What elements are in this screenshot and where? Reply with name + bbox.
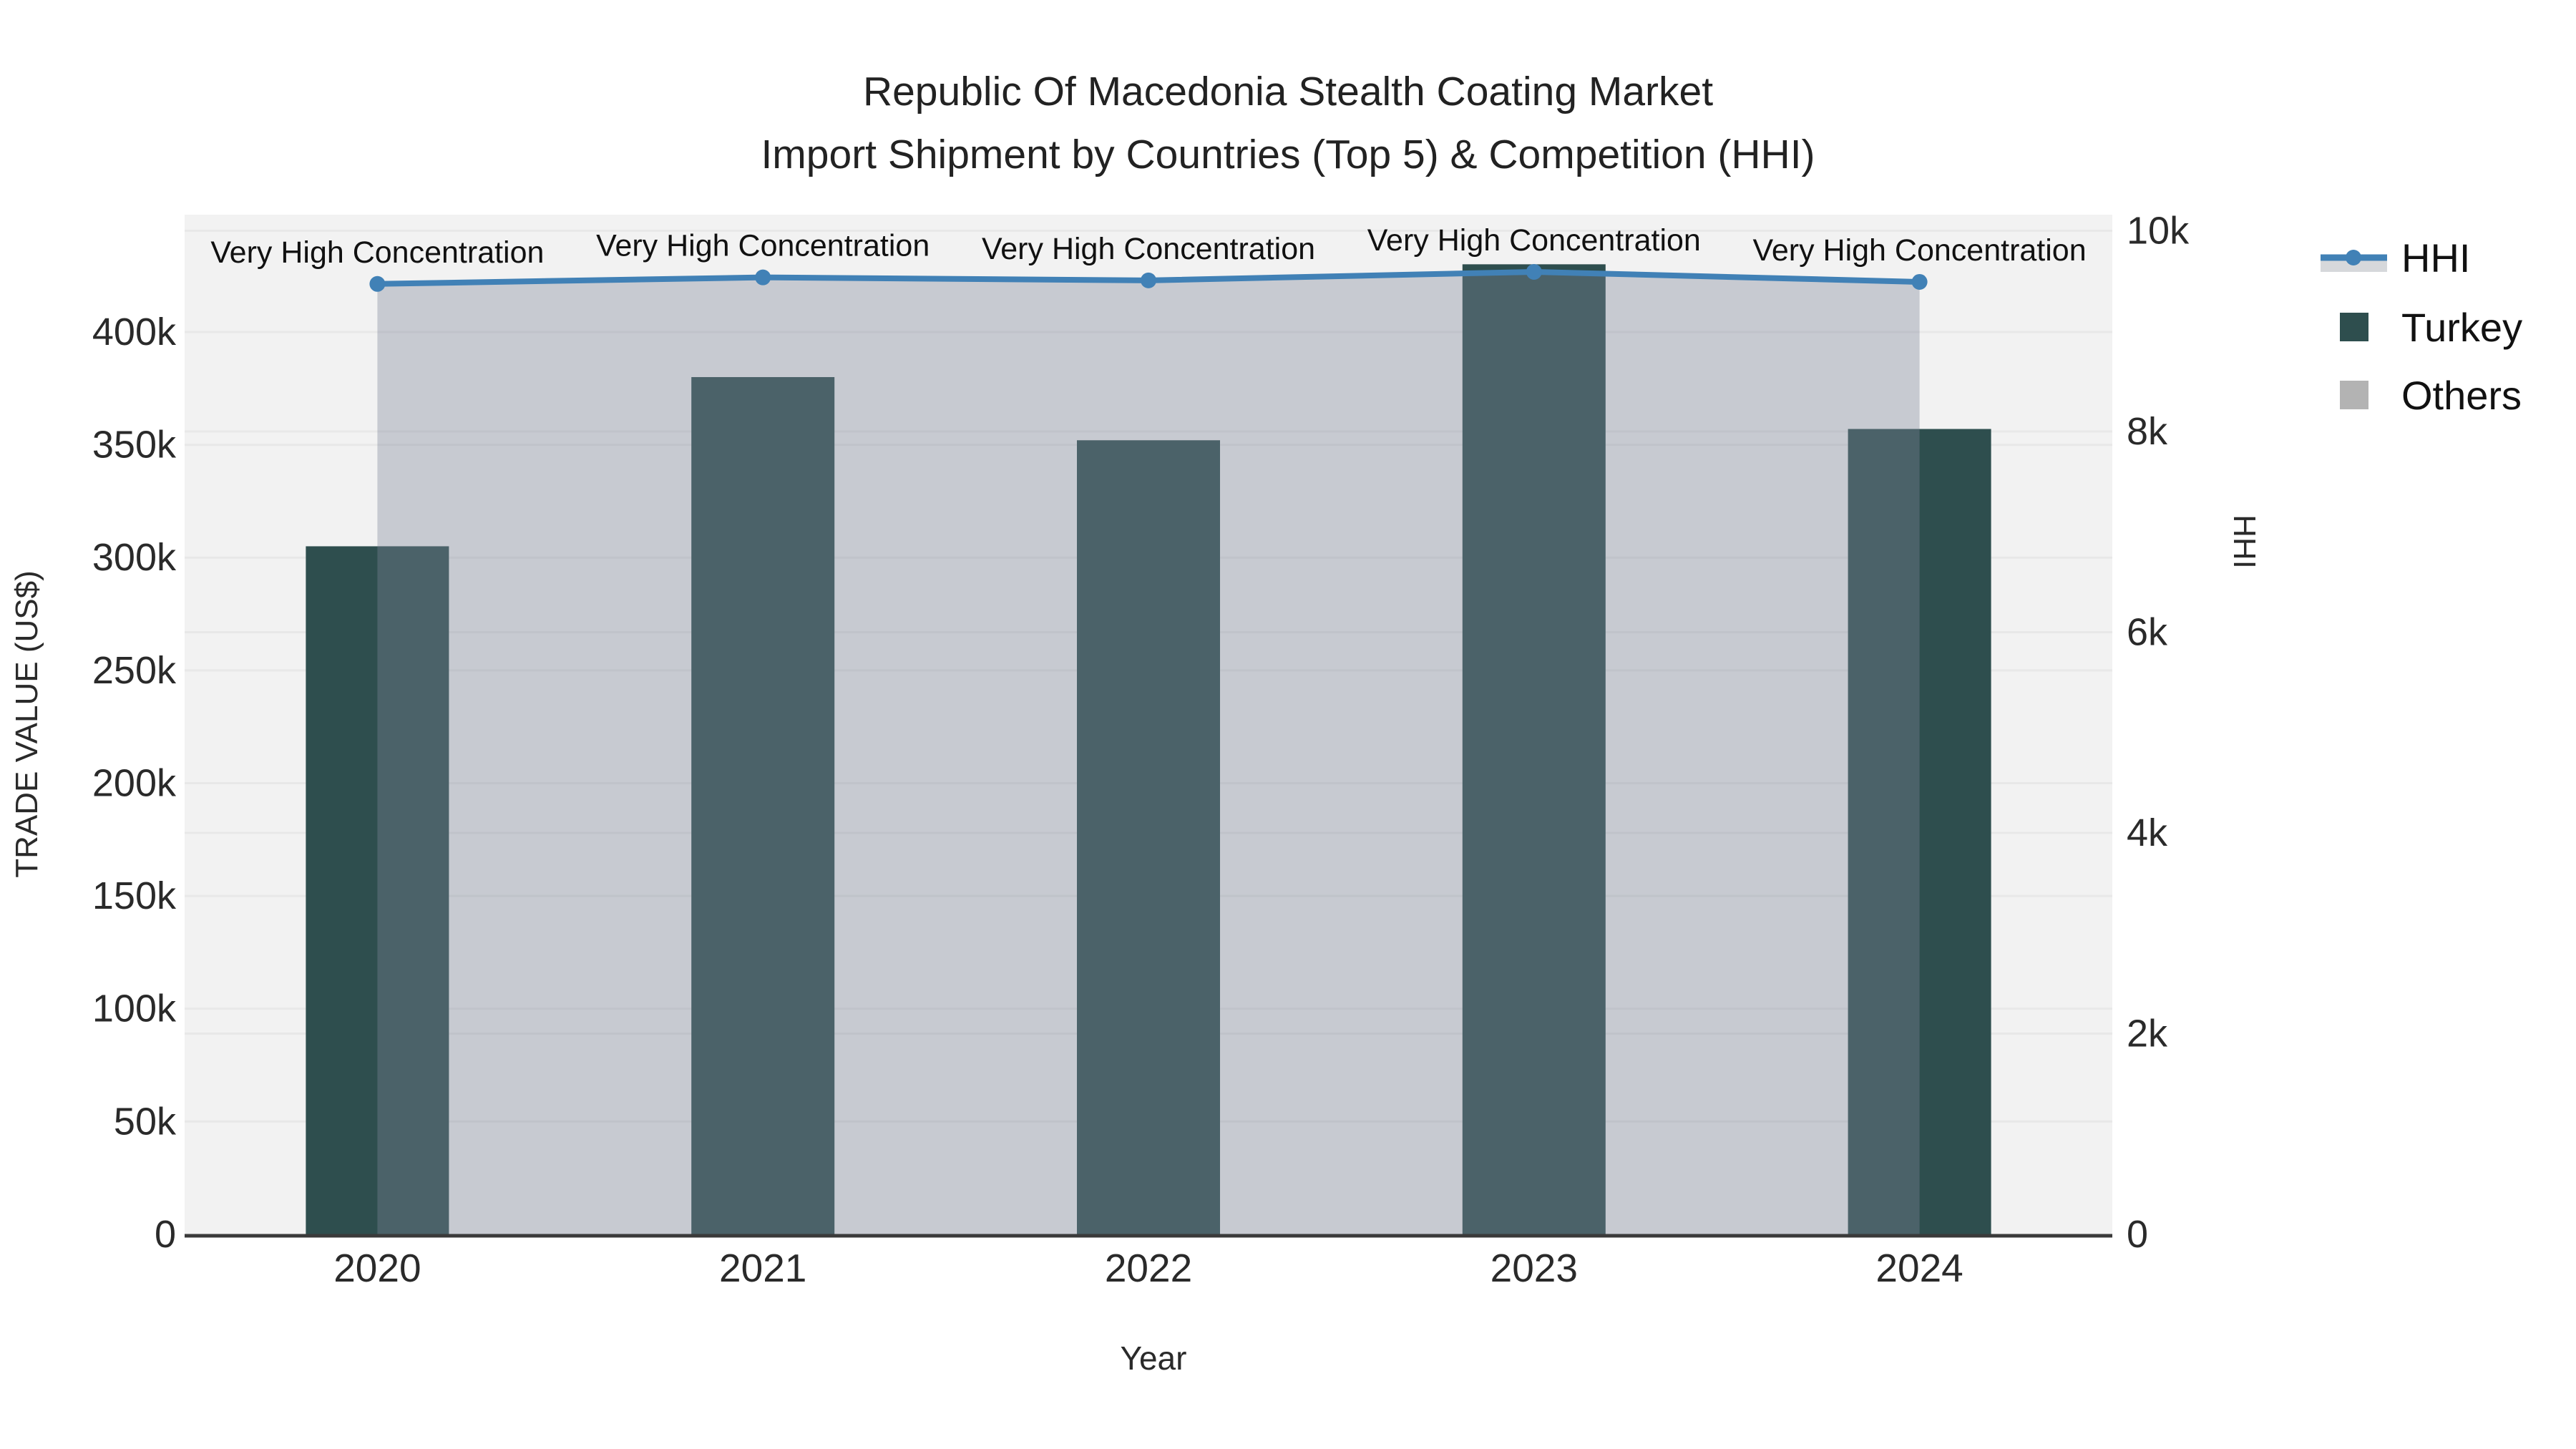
hhi-marker-2023[interactable] — [1526, 263, 1542, 280]
y-left-tick-300k: 300k — [92, 536, 177, 579]
x-axis-title: Year — [1121, 1340, 1187, 1377]
hhi-marker-2024[interactable] — [1911, 273, 1928, 290]
bar-turkey-2022[interactable] — [1077, 440, 1220, 1234]
y-right-tick-0: 0 — [2127, 1213, 2148, 1256]
y-left-tick-400k: 400k — [92, 311, 177, 353]
x-tick-2024: 2024 — [1875, 1246, 1963, 1290]
y-left-tick-350k: 350k — [92, 424, 177, 467]
y-right-tick-4k: 4k — [2127, 811, 2168, 854]
legend-item-turkey[interactable]: Turkey — [2340, 305, 2522, 350]
bar-turkey-2023[interactable] — [1462, 264, 1606, 1234]
y-left-tick-0: 0 — [155, 1213, 176, 1256]
y-right-tick-2k: 2k — [2127, 1012, 2168, 1055]
y-left-tick-200k: 200k — [92, 761, 177, 804]
bar-turkey-2024[interactable] — [1848, 429, 1991, 1234]
x-tick-2021: 2021 — [719, 1246, 806, 1290]
legend-label-turkey: Turkey — [2401, 305, 2522, 350]
y-right-tick-6k: 6k — [2127, 610, 2168, 653]
legend: HHI Turkey Others — [2321, 235, 2522, 418]
x-tick-2022: 2022 — [1105, 1246, 1192, 1290]
legend-item-hhi[interactable]: HHI — [2321, 235, 2470, 280]
bar-turkey-2021[interactable] — [691, 376, 835, 1234]
annotation-2021: Very High Concentration — [596, 229, 930, 263]
legend-label-hhi: HHI — [2401, 235, 2470, 280]
y-left-tick-50k: 50k — [114, 1100, 177, 1143]
bar-turkey-2020[interactable] — [306, 546, 449, 1234]
turkey-swatch — [2340, 313, 2368, 341]
hhi-marker-2022[interactable] — [1141, 272, 1156, 288]
hhi-area[interactable] — [377, 271, 1920, 1235]
hhi-marker-2020[interactable] — [369, 275, 386, 292]
y-axis-title-left: TRADE VALUE (US$) — [9, 570, 44, 878]
legend-item-others[interactable]: Others — [2340, 373, 2522, 418]
x-tick-2023: 2023 — [1491, 1246, 1578, 1290]
annotation-2022: Very High Concentration — [982, 232, 1315, 266]
x-tick-2020: 2020 — [333, 1246, 421, 1290]
annotation-2020: Very High Concentration — [210, 235, 544, 270]
y-right-tick-8k: 8k — [2127, 410, 2168, 453]
y-axis-title-right: HHI — [2227, 514, 2262, 569]
annotation-2024: Very High Concentration — [1753, 233, 2087, 268]
hhi-marker-swatch — [2346, 250, 2361, 265]
y-left-tick-150k: 150k — [92, 874, 177, 917]
legend-label-others: Others — [2401, 373, 2522, 418]
y-right-tick-10k: 10k — [2127, 209, 2190, 252]
others-swatch — [2340, 381, 2368, 409]
annotation-2023: Very High Concentration — [1367, 223, 1701, 258]
y-left-tick-250k: 250k — [92, 649, 177, 692]
y-left-tick-100k: 100k — [92, 987, 177, 1030]
hhi-marker-2021[interactable] — [755, 269, 771, 286]
